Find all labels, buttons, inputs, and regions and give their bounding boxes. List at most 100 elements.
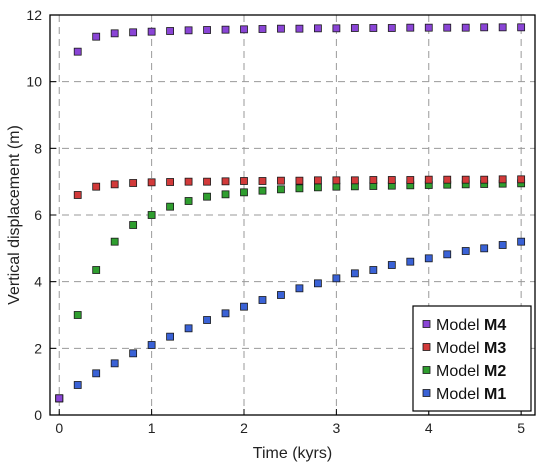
data-point <box>203 177 211 186</box>
data-point <box>424 23 433 32</box>
data-point <box>314 279 322 288</box>
data-point <box>387 176 396 184</box>
data-point <box>73 47 82 56</box>
data-point <box>110 237 119 246</box>
data-point <box>258 25 267 33</box>
legend-model-id: M2 <box>484 363 506 380</box>
legend-prefix: Model <box>436 317 484 334</box>
data-point <box>92 32 101 41</box>
data-point <box>221 309 230 318</box>
data-point <box>240 188 248 197</box>
data-point <box>406 176 415 184</box>
data-point <box>166 178 174 186</box>
data-point <box>258 296 267 304</box>
data-point <box>443 250 452 259</box>
legend-swatch <box>422 366 431 374</box>
data-point <box>147 178 156 187</box>
x-tick-label: 0 <box>55 420 63 436</box>
legend-entry: Model M4 <box>436 317 506 334</box>
legend-swatch <box>422 389 431 397</box>
legend-prefix: Model <box>436 386 484 403</box>
legend-entry: Model M2 <box>436 363 506 380</box>
data-point <box>240 25 248 34</box>
data-point <box>129 349 138 358</box>
data-point <box>166 27 174 35</box>
data-point <box>203 316 211 324</box>
data-point <box>461 247 470 255</box>
legend-model-id: M4 <box>484 317 506 334</box>
data-point <box>240 302 248 311</box>
data-point <box>277 291 285 299</box>
data-point <box>369 176 378 184</box>
data-point <box>369 266 378 274</box>
y-tick-label: 10 <box>26 74 42 90</box>
data-point <box>498 175 507 184</box>
data-point <box>110 29 119 38</box>
data-point <box>277 185 285 194</box>
y-tick-label: 4 <box>34 274 42 290</box>
data-point <box>406 23 415 32</box>
data-point <box>166 332 174 341</box>
data-point <box>129 28 138 37</box>
data-point <box>295 284 304 293</box>
legend-prefix: Model <box>436 340 484 357</box>
data-point <box>73 381 82 389</box>
data-point <box>295 176 304 185</box>
data-point <box>443 175 452 184</box>
data-point <box>55 394 64 403</box>
data-point <box>295 184 304 193</box>
data-point <box>498 23 507 32</box>
data-point <box>387 24 396 32</box>
data-point <box>258 177 267 185</box>
data-point <box>184 26 193 35</box>
data-point <box>517 23 526 32</box>
data-point <box>240 177 248 185</box>
data-point <box>332 24 341 33</box>
data-point <box>147 211 156 219</box>
y-tick-label: 2 <box>34 340 42 356</box>
legend-swatch <box>422 343 431 351</box>
data-point <box>424 175 433 184</box>
x-tick-label: 1 <box>148 420 156 436</box>
y-tick-label: 6 <box>34 207 42 223</box>
x-axis-title: Time (kyrs) <box>253 445 332 462</box>
data-point <box>480 244 489 253</box>
data-point <box>92 369 101 378</box>
series-M4 <box>55 23 526 403</box>
data-point <box>314 183 322 192</box>
data-point <box>110 180 119 189</box>
legend-model-id: M1 <box>484 386 506 403</box>
legend-entry: Model M3 <box>436 340 506 357</box>
x-tick-label: 4 <box>425 420 433 436</box>
data-point <box>110 359 119 368</box>
data-point <box>147 341 156 349</box>
data-point <box>184 177 193 186</box>
data-point <box>369 24 378 32</box>
series-M2 <box>55 179 526 403</box>
data-point <box>314 24 322 33</box>
data-point <box>332 274 341 283</box>
data-point <box>350 269 359 278</box>
data-point <box>92 266 101 274</box>
data-point <box>350 24 359 32</box>
data-point <box>73 191 82 199</box>
data-point <box>129 221 138 229</box>
data-point <box>295 24 304 33</box>
data-point <box>443 23 452 32</box>
x-tick-label: 2 <box>240 420 248 436</box>
data-point <box>517 237 526 246</box>
data-point <box>480 23 489 32</box>
data-point <box>221 177 230 186</box>
data-point <box>166 202 174 211</box>
data-point <box>332 176 341 185</box>
legend-swatch <box>422 320 431 328</box>
data-point <box>498 241 507 249</box>
data-point <box>184 197 193 205</box>
data-point <box>350 176 359 185</box>
data-point <box>92 182 101 191</box>
data-point <box>221 25 230 34</box>
x-tick-label: 5 <box>517 420 525 436</box>
